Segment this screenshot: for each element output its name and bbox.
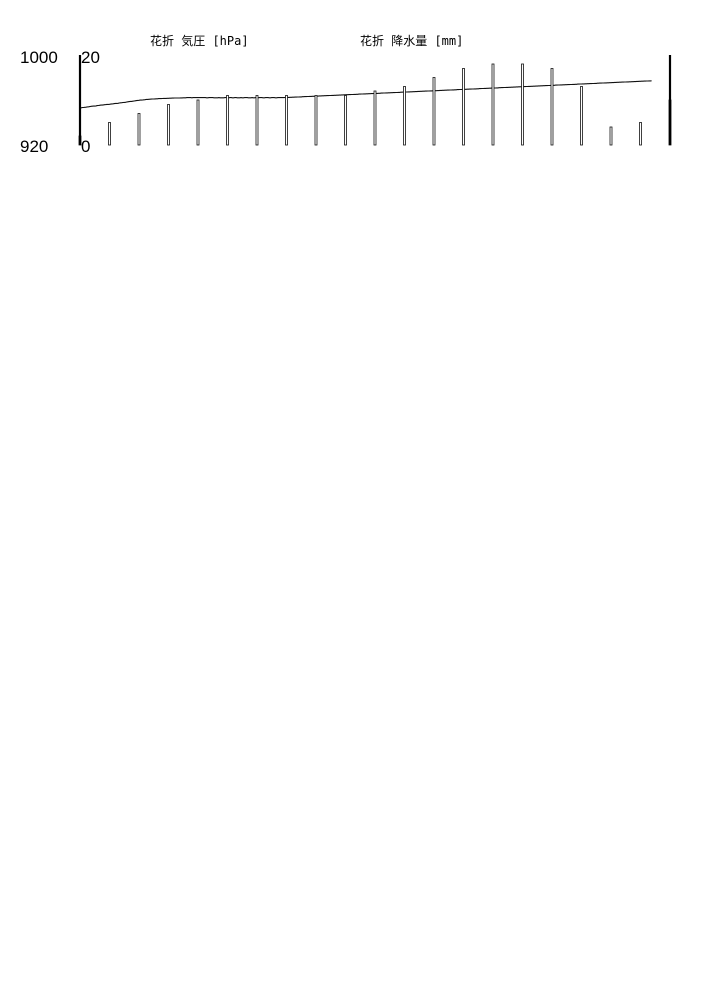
y-label-top-secondary: 20 bbox=[81, 48, 100, 67]
y-label-bottom-primary: 920 bbox=[20, 137, 48, 156]
rain-bar bbox=[462, 68, 465, 146]
panel-pressure-rain: 花折 気圧 [hPa] 花折 降水量 [mm] 1000 20 920 0 bbox=[20, 33, 672, 156]
rain-bar bbox=[196, 99, 200, 146]
pressure-trace bbox=[79, 80, 652, 109]
y-label-top-primary: 1000 bbox=[20, 48, 58, 67]
rain-bar bbox=[521, 63, 524, 146]
rain-bar bbox=[580, 86, 583, 146]
rain-bar bbox=[226, 95, 229, 146]
rain-bar bbox=[167, 104, 170, 146]
rain-bar bbox=[491, 63, 495, 146]
rain-bar bbox=[373, 90, 377, 146]
rain-bar bbox=[639, 122, 642, 146]
panel-title: 花折 気圧 [hPa] bbox=[150, 33, 249, 48]
rain-bar bbox=[432, 77, 436, 146]
y-label-bottom-secondary: 0 bbox=[81, 137, 90, 156]
rain-bar bbox=[314, 95, 318, 146]
rain-bar bbox=[137, 113, 141, 146]
rain-bar bbox=[403, 86, 406, 146]
rain-bar bbox=[255, 95, 259, 146]
rain-bar bbox=[344, 95, 347, 146]
panel-title-right: 花折 降水量 [mm] bbox=[360, 33, 463, 48]
rain-bar bbox=[550, 68, 554, 146]
rain-bar bbox=[609, 126, 613, 146]
rain-bar bbox=[285, 95, 288, 146]
rain-bar bbox=[108, 122, 111, 146]
